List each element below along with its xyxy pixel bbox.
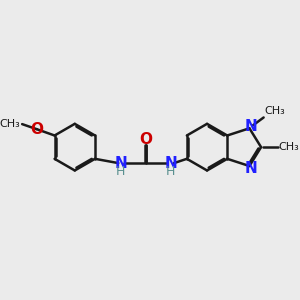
- Text: CH₃: CH₃: [0, 118, 20, 128]
- Text: N: N: [244, 161, 257, 176]
- Text: CH₃: CH₃: [278, 142, 299, 152]
- Text: N: N: [164, 156, 177, 171]
- Text: N: N: [114, 156, 127, 171]
- Text: H: H: [166, 164, 175, 178]
- Text: O: O: [30, 122, 44, 137]
- Text: N: N: [244, 118, 257, 134]
- Text: H: H: [116, 164, 125, 178]
- Text: O: O: [139, 132, 152, 147]
- Text: CH₃: CH₃: [264, 106, 285, 116]
